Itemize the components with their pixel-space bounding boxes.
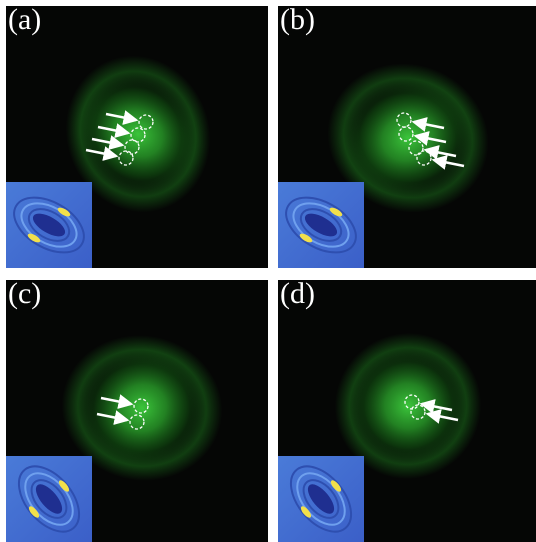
- panel: (b): [277, 3, 536, 268]
- panel: (a): [5, 3, 268, 268]
- inset: [5, 182, 94, 268]
- panel: (d): [278, 277, 536, 542]
- inset: [278, 455, 364, 542]
- inset: [6, 455, 92, 542]
- panel-label: (a): [8, 3, 41, 36]
- inset: [277, 182, 366, 268]
- panel-label: (c): [8, 277, 41, 310]
- figure: (a) (b) (c) (d): [0, 0, 536, 542]
- panel-label: (b): [280, 3, 315, 36]
- panel-label: (d): [280, 277, 315, 310]
- panel: (c): [6, 277, 268, 542]
